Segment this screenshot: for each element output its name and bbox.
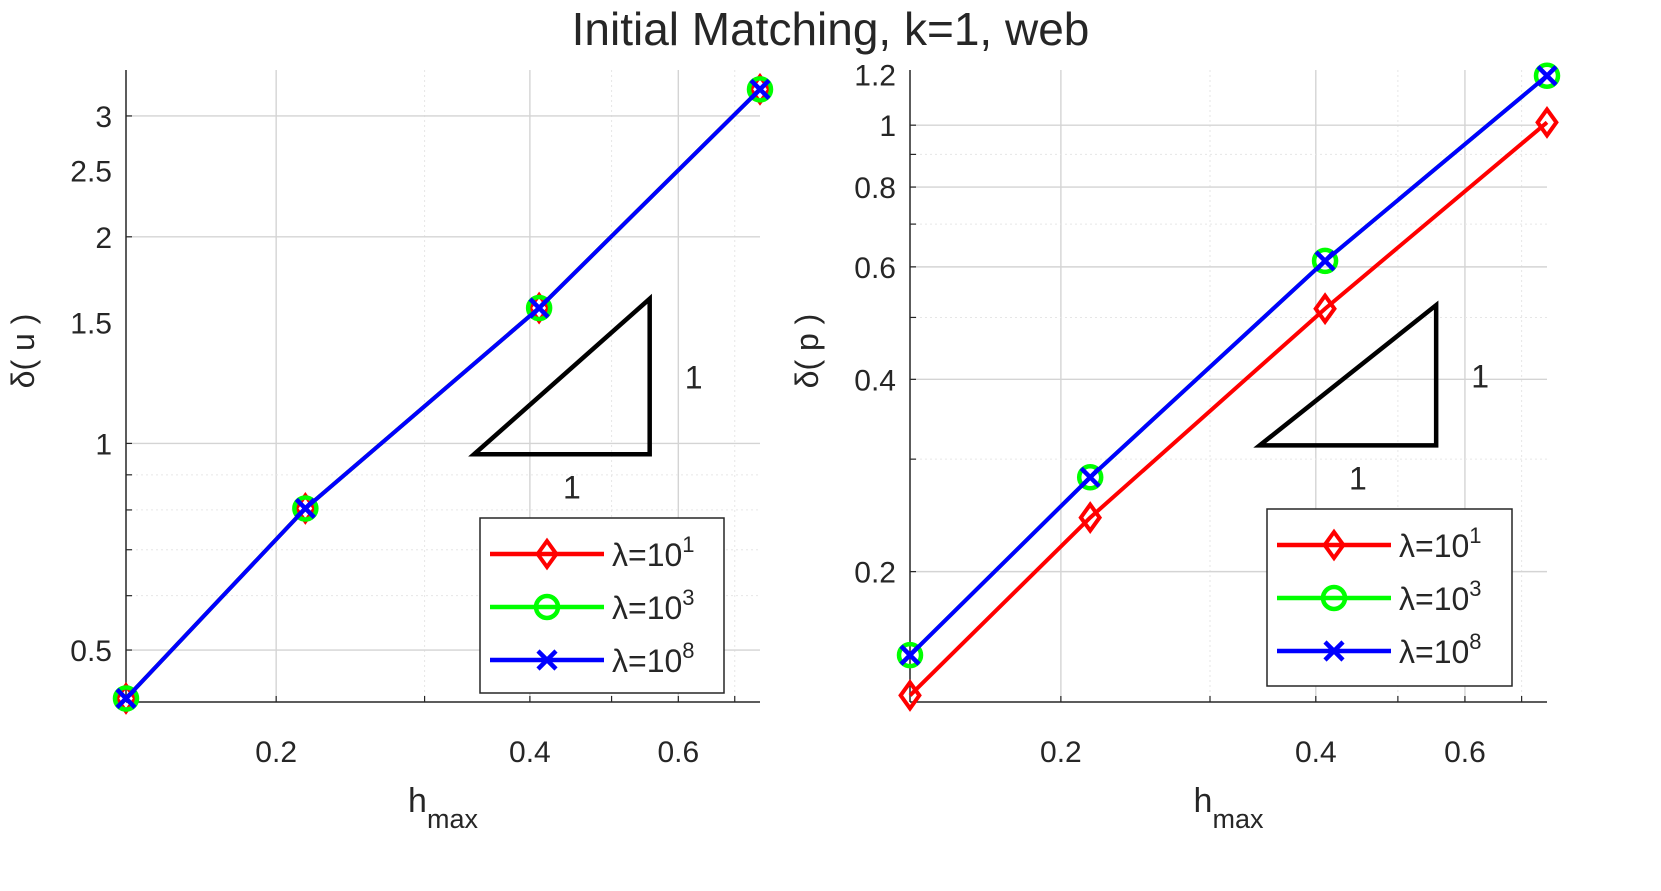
y-tick-label: 0.6 xyxy=(854,252,896,285)
x-tick-label: 0.2 xyxy=(255,736,297,769)
legend: λ=101 λ=103 λ=108 xyxy=(1266,508,1513,687)
x-axis-label: hmax xyxy=(408,782,478,834)
y-tick-label: 0.4 xyxy=(854,364,896,397)
data-point xyxy=(1314,250,1336,272)
y-tick-label: 2.5 xyxy=(70,155,112,188)
legend-marker xyxy=(536,649,558,671)
x-tick-label: 0.6 xyxy=(657,736,699,769)
x-tick-label: 0.4 xyxy=(509,736,551,769)
data-point xyxy=(1079,466,1101,488)
grid xyxy=(126,70,760,702)
data-point xyxy=(896,641,924,669)
legend-marker xyxy=(1320,584,1348,612)
y-tick-label: 1.5 xyxy=(70,308,112,341)
legend-label: λ=103 xyxy=(612,585,695,626)
data-point xyxy=(1536,65,1558,87)
series-line-3 xyxy=(908,74,1549,657)
y-tick-label: 0.5 xyxy=(70,635,112,668)
slope-triangle-rise-label: 1 xyxy=(685,360,703,396)
series-line-3 xyxy=(124,87,762,700)
data-point xyxy=(294,497,316,520)
y-axis-label: δ( u ) xyxy=(5,314,41,389)
x-tick-label: 0.6 xyxy=(1444,736,1486,769)
legend-label: λ=101 xyxy=(612,532,695,573)
x-tick-label: 0.2 xyxy=(1040,736,1082,769)
data-point xyxy=(1078,501,1103,535)
data-point xyxy=(528,297,550,319)
legend-label: λ=101 xyxy=(1399,523,1482,564)
slope-triangle-run-label: 1 xyxy=(563,469,581,505)
legend-label: λ=108 xyxy=(1399,629,1482,670)
legend-marker xyxy=(1322,528,1346,562)
slope-triangle xyxy=(468,293,652,457)
y-tick-label: 1 xyxy=(95,428,112,461)
data-point xyxy=(1313,292,1337,326)
legend-marker xyxy=(535,537,559,571)
legend-label: λ=108 xyxy=(612,638,695,679)
data-point xyxy=(898,678,922,712)
chart-panel-2: 0.2 0.4 0.6 0.2 0.4 0.6 0.8 1 1.2 hmax δ( p ) 1 1 λ=1… xyxy=(789,60,1561,834)
data-point xyxy=(1533,62,1561,89)
slope-triangle-run-label: 1 xyxy=(1349,460,1367,496)
data-point xyxy=(749,78,771,100)
y-tick-label: 0.2 xyxy=(854,557,896,590)
series-line-1 xyxy=(908,120,1549,697)
data-point xyxy=(746,76,774,103)
data-point xyxy=(292,495,319,522)
y-tick-label: 1 xyxy=(879,110,896,143)
x-tick-label: 0.4 xyxy=(1295,736,1337,769)
data-point xyxy=(1311,247,1339,275)
slope-triangle-rise-label: 1 xyxy=(1471,358,1489,394)
y-axis-label: δ( p ) xyxy=(789,314,825,389)
slope-triangle xyxy=(1253,300,1439,448)
y-tick-label: 1.2 xyxy=(854,60,896,93)
legend-marker xyxy=(1323,640,1345,662)
data-point xyxy=(1535,105,1559,139)
data-point xyxy=(112,685,140,712)
y-tick-label: 3 xyxy=(95,101,112,134)
legend-marker xyxy=(533,593,561,621)
y-tick-label: 0.8 xyxy=(854,172,896,205)
data-point xyxy=(899,644,921,666)
data-point xyxy=(525,294,553,322)
data-point xyxy=(1076,464,1104,491)
x-axis-label: hmax xyxy=(1194,782,1264,834)
figure-title: Initial Matching, k=1, web xyxy=(571,3,1090,55)
y-tick-label: 2 xyxy=(95,222,112,255)
legend: λ=101 λ=103 λ=108 xyxy=(479,517,725,694)
legend-label: λ=103 xyxy=(1399,576,1482,617)
data-point xyxy=(115,687,137,710)
